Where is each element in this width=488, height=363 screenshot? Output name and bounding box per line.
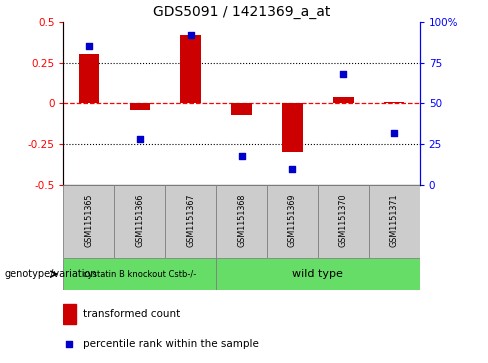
Bar <box>63 258 216 290</box>
Bar <box>267 185 318 258</box>
Point <box>65 341 73 347</box>
Bar <box>114 185 165 258</box>
Bar <box>369 185 420 258</box>
Text: percentile rank within the sample: percentile rank within the sample <box>83 339 259 349</box>
Point <box>238 153 245 159</box>
Point <box>390 130 398 136</box>
Bar <box>63 185 114 258</box>
Bar <box>231 103 252 115</box>
Bar <box>384 102 405 103</box>
Bar <box>165 185 216 258</box>
Point <box>187 32 195 38</box>
Point <box>85 44 93 49</box>
Point <box>136 136 143 142</box>
Bar <box>63 304 76 323</box>
Bar <box>216 258 420 290</box>
Text: GSM1151365: GSM1151365 <box>84 193 93 247</box>
Bar <box>216 185 267 258</box>
Bar <box>318 185 369 258</box>
Text: GSM1151370: GSM1151370 <box>339 193 348 247</box>
Bar <box>79 54 99 103</box>
Bar <box>282 103 303 152</box>
Title: GDS5091 / 1421369_a_at: GDS5091 / 1421369_a_at <box>153 5 330 19</box>
Bar <box>333 97 353 103</box>
Text: GSM1151371: GSM1151371 <box>390 193 399 247</box>
Bar <box>130 103 150 110</box>
Text: wild type: wild type <box>292 269 344 279</box>
Text: GSM1151367: GSM1151367 <box>186 193 195 247</box>
Bar <box>181 35 201 103</box>
Text: GSM1151369: GSM1151369 <box>288 193 297 247</box>
Text: genotype/variation: genotype/variation <box>5 269 98 279</box>
Text: cystatin B knockout Cstb-/-: cystatin B knockout Cstb-/- <box>83 270 196 278</box>
Point <box>340 71 347 77</box>
Text: transformed count: transformed count <box>83 309 180 319</box>
Text: GSM1151366: GSM1151366 <box>135 193 144 247</box>
Text: GSM1151368: GSM1151368 <box>237 193 246 247</box>
Point <box>288 166 296 172</box>
